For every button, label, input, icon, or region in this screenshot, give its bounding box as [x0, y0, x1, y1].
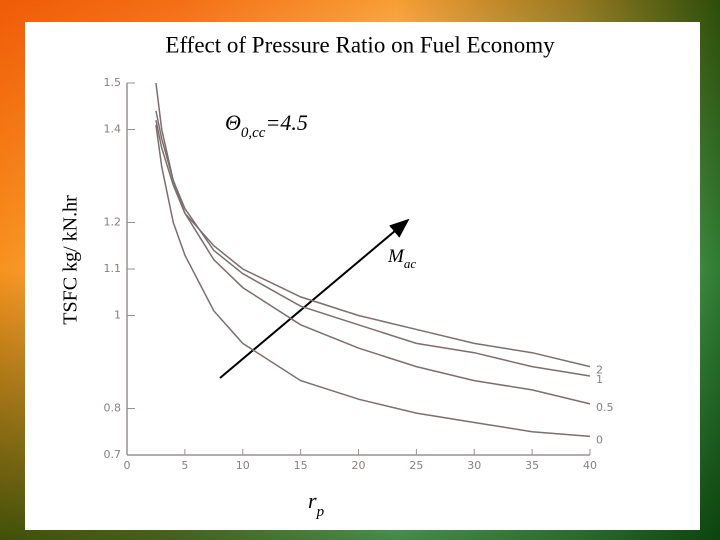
- slide-body: [25, 22, 700, 530]
- annotation-base: Θ: [225, 110, 241, 135]
- x-label-base: r: [308, 488, 317, 513]
- annotation-sub: ac: [404, 256, 417, 271]
- y-tick-label: 0.7: [104, 448, 122, 461]
- series-label: 0.5: [596, 401, 614, 414]
- annotation-base: M: [387, 246, 405, 267]
- y-tick-label: 1.1: [104, 262, 122, 275]
- y-tick-label: 0.8: [104, 402, 122, 415]
- annotation-rest: =4.5: [265, 110, 307, 135]
- y-tick-label: 1.5: [104, 76, 122, 89]
- annotation: Θ0,cc=4.5: [225, 110, 308, 141]
- x-axis-label: rp: [308, 488, 325, 520]
- series-label: 1: [596, 373, 603, 386]
- series-label: 2: [596, 364, 603, 377]
- chart-title: Effect of Pressure Ratio on Fuel Economy: [165, 32, 555, 57]
- annotation-sub: 0,cc: [241, 125, 266, 141]
- y-tick-label: 1.2: [104, 216, 122, 229]
- x-tick-label: 0: [124, 459, 131, 472]
- y-tick-label: 1.4: [104, 123, 122, 136]
- x-tick-label: 15: [294, 459, 308, 472]
- y-axis-label: TSFC kg/ kN.hr: [60, 195, 82, 325]
- series-label: 0: [596, 433, 603, 446]
- y-tick-label: 1: [114, 309, 121, 322]
- x-tick-label: 40: [583, 459, 597, 472]
- series-line: [155, 120, 591, 368]
- series-line: [155, 110, 591, 377]
- x-tick-label: 30: [467, 459, 481, 472]
- x-tick-label: 20: [352, 459, 366, 472]
- trend-arrow: [219, 218, 410, 379]
- annotation: Mac: [387, 246, 416, 271]
- x-tick-label: 35: [525, 459, 539, 472]
- x-tick-label: 10: [236, 459, 250, 472]
- x-label-sub: p: [316, 504, 325, 520]
- x-tick-label: 5: [181, 459, 188, 472]
- x-tick-label: 25: [409, 459, 423, 472]
- series-line: [155, 124, 591, 438]
